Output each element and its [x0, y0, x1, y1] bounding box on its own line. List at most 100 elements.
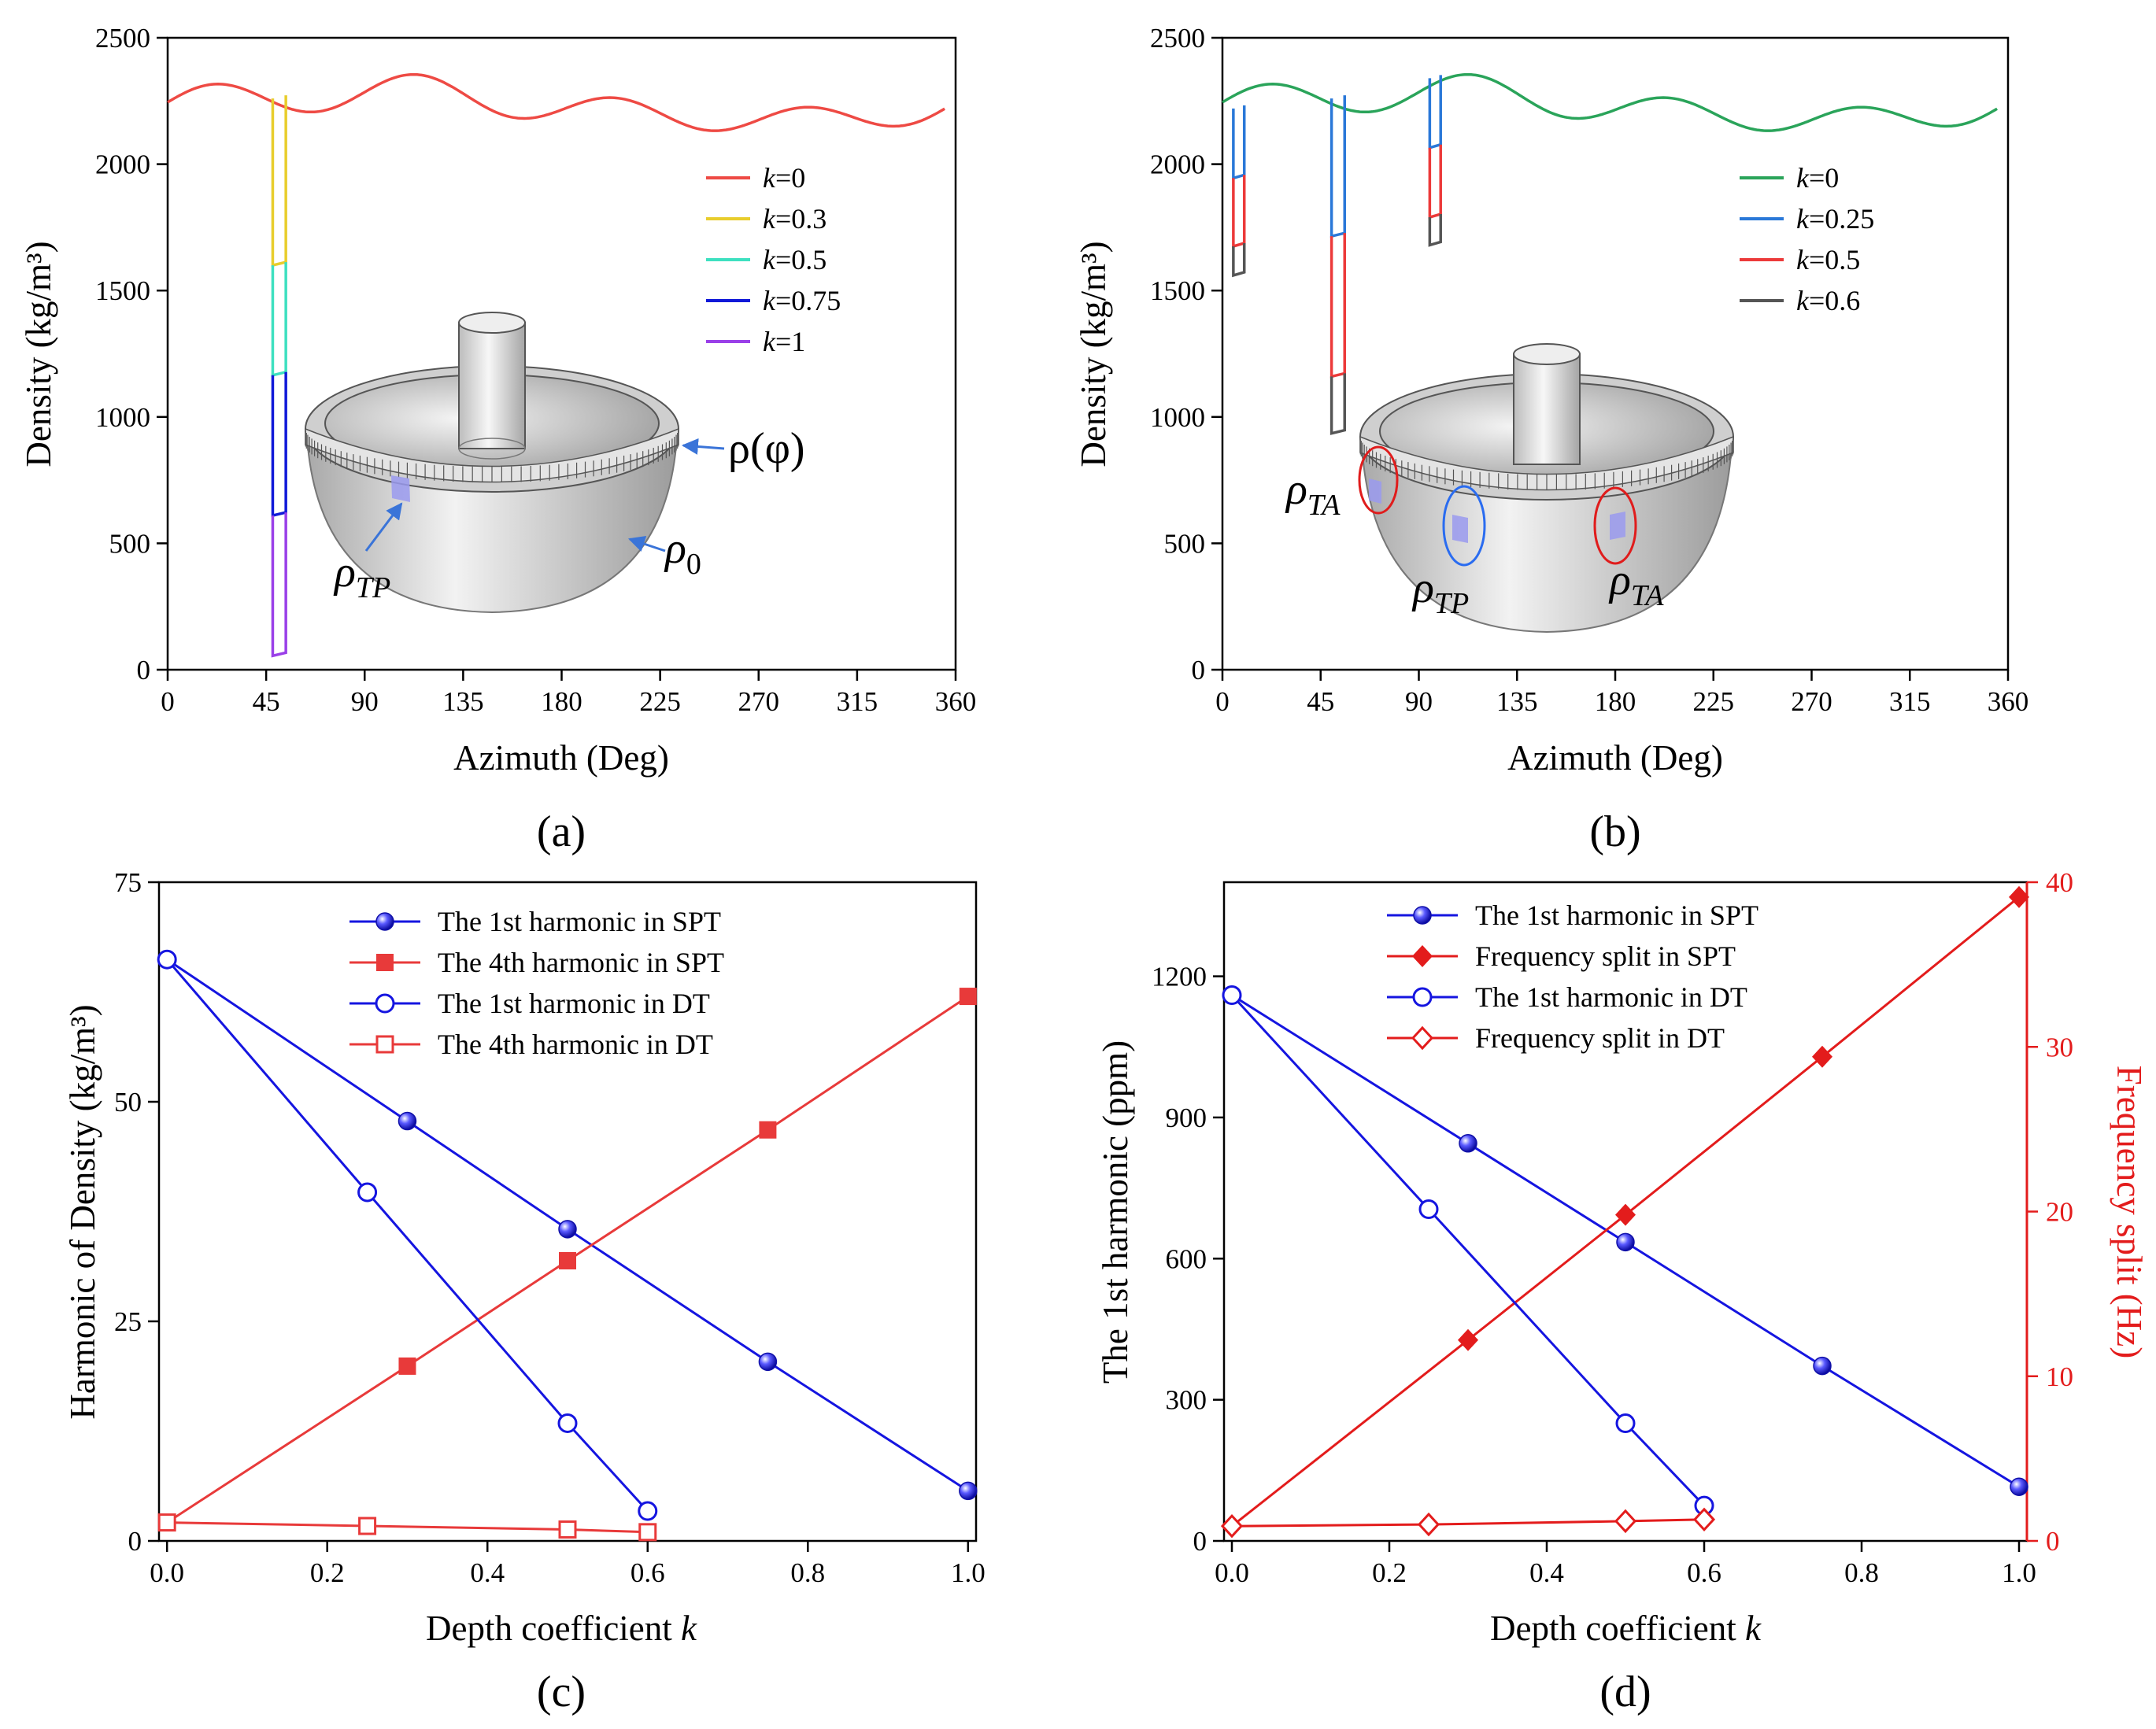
panel-b-ticks: 0 45 90 135 180 225 270 315 360 0 500 1000 1500 2000 2… — [1150, 23, 2028, 717]
x-tick-label: 360 — [935, 686, 977, 717]
data-point — [1692, 1507, 1716, 1532]
x-tick-label: 0.8 — [790, 1557, 825, 1588]
highlight-ta-right — [1593, 486, 1637, 565]
legend-label-k: k — [763, 244, 776, 275]
legend-label: k=0.6 — [1796, 285, 1860, 316]
data-point — [157, 1513, 176, 1532]
legend-label: The 1st harmonic in SPT — [438, 906, 721, 937]
data-point — [1616, 1232, 1635, 1252]
resonator-stem — [458, 322, 526, 449]
panel-b-xlabel: Azimuth (Deg) — [1507, 738, 1723, 778]
x-tick-label: 135 — [442, 686, 484, 717]
legend-label: k=0.5 — [763, 244, 827, 275]
panel-c: 0.0 0.2 0.4 0.6 0.8 1.0 0 25 50 75 The 1st harmon… — [63, 867, 986, 1716]
data-point — [1418, 1199, 1439, 1220]
x-tick-label: 225 — [1693, 686, 1735, 717]
x-tick-label: 45 — [253, 686, 280, 717]
panel-c-frame — [157, 881, 978, 1542]
symbol-subscript: TA — [1631, 579, 1664, 612]
x-tick-label: 0.6 — [1687, 1557, 1721, 1588]
symbol-base: ρ — [664, 524, 686, 573]
legend-label: The 1st harmonic in DT — [438, 988, 710, 1019]
rim-segments — [1359, 437, 1734, 490]
resonator-stem-top — [1513, 343, 1581, 365]
legend-label: k=0 — [1796, 162, 1839, 194]
data-point — [558, 1220, 577, 1239]
legend-label-k: k — [763, 326, 776, 357]
dip-k=1 — [271, 512, 287, 658]
panel-c-xlabel: Depth coefficient k — [426, 1609, 697, 1648]
legend-marker — [376, 954, 394, 971]
x-tick-label: 0 — [1215, 686, 1230, 717]
xlabel-text: Depth coefficient — [426, 1609, 681, 1648]
arrow-rho-phi — [681, 438, 725, 455]
legend-label-val: =0.5 — [775, 244, 827, 275]
y-tick-label: 2000 — [1150, 150, 1205, 180]
panel-d-caption: (d) — [1599, 1668, 1651, 1716]
y-tick-label-right: 0 — [2046, 1526, 2060, 1557]
x-tick-label: 0.8 — [1844, 1557, 1879, 1588]
legend-marker — [375, 993, 395, 1014]
legend-label-k: k — [1796, 162, 1810, 194]
panel-d-ylabel-right: Frequency split (Hz) — [2110, 1066, 2149, 1358]
panel-c-ticks: 0.0 0.2 0.4 0.6 0.8 1.0 0 25 50 75 — [114, 867, 986, 1588]
y-tick-label: 25 — [114, 1306, 142, 1337]
x-tick-label: 0.6 — [631, 1557, 665, 1588]
xlabel-k: k — [1745, 1609, 1762, 1648]
x-tick-label: 45 — [1307, 686, 1334, 717]
dip-k=0.5 — [271, 262, 287, 378]
legend-label: k=0.3 — [763, 203, 827, 235]
x-tick-label: 1.0 — [951, 1557, 986, 1588]
data-point — [638, 1523, 657, 1542]
symbol-base: ρ — [333, 548, 356, 597]
data-point — [758, 1352, 778, 1372]
x-tick-label: 0.2 — [310, 1557, 345, 1588]
symbol-subscript: TP — [1434, 587, 1469, 620]
resonator-inset-b — [1359, 343, 1734, 634]
label-rho-ta-left: ρTA — [1285, 465, 1341, 522]
symbol-subscript: TP — [356, 571, 390, 604]
x-tick-label: 315 — [837, 686, 878, 717]
panel-d-legend: The 1st harmonic in SPT Frequency split i… — [1387, 900, 1758, 1054]
legend-label: k=0 — [763, 162, 805, 194]
dip-k=0.25 — [1329, 95, 1346, 238]
data-point — [2010, 1477, 2028, 1496]
data-point — [398, 1357, 416, 1375]
legend-label-val: =0.3 — [775, 203, 827, 235]
xlabel-text: Depth coefficient — [1490, 1609, 1745, 1648]
x-tick-label: 0.4 — [470, 1557, 505, 1588]
resonator-stem — [1513, 353, 1581, 465]
panel-d: 0.0 0.2 0.4 0.6 0.8 1.0 0 300 600 900 1200 0 10 20 30 4… — [1096, 867, 2149, 1716]
y-tick-label: 1000 — [95, 402, 150, 433]
legend-label-k: k — [1796, 244, 1810, 275]
label-rho-tp: ρTP — [333, 548, 390, 604]
panel-a: 0 45 90 135 180 225 270 315 360 0 500 1000 1500 2000 2… — [19, 23, 976, 856]
dip-k=0.25 — [1232, 105, 1246, 180]
legend-label: k=1 — [763, 326, 805, 357]
y-tick-label: 900 — [1166, 1103, 1207, 1133]
y-tick-label: 1000 — [1150, 402, 1205, 433]
xlabel-k: k — [681, 1609, 697, 1648]
panel-a-legend: k=0k=0.3k=0.5k=0.75k=1 — [706, 162, 841, 357]
panel-a-ticks: 0 45 90 135 180 225 270 315 360 0 500 1000 1500 2000 2… — [95, 23, 976, 717]
resonator-stem-base — [458, 438, 526, 460]
label-rho-phi: ρ(φ) — [728, 424, 805, 473]
symbol-subscript: TA — [1307, 489, 1341, 522]
legend-label-val: =1 — [775, 326, 805, 357]
dip-k=0.5 — [1232, 175, 1246, 249]
y-tick-label: 50 — [114, 1087, 142, 1118]
legend-label: Frequency split in SPT — [1475, 940, 1736, 972]
legend-label-val: =0 — [1809, 162, 1839, 194]
dip-k=0.6 — [1329, 373, 1346, 435]
dip-k=0.5 — [1428, 144, 1442, 220]
dip-k=0.5 — [1329, 233, 1346, 379]
series-line-The 1st harmonic in DT — [1230, 994, 1706, 1507]
legend-label-val: =0 — [775, 162, 805, 194]
rim-segments — [305, 429, 679, 482]
panel-d-xlabel: Depth coefficient k — [1490, 1609, 1762, 1648]
y-tick-label: 1200 — [1152, 962, 1207, 992]
data-point — [1614, 1509, 1637, 1534]
panel-b-series — [1222, 72, 1998, 435]
data-point — [557, 1413, 578, 1433]
